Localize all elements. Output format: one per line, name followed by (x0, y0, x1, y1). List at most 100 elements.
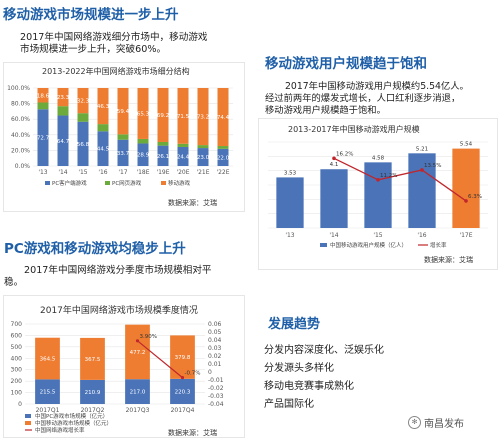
data-label: 44.5 (97, 147, 110, 153)
data-label: 23.0 (197, 155, 210, 161)
y2-tick-label: -0.02 (208, 385, 224, 392)
watermark-text: 南昌发布 (424, 419, 464, 430)
bar-segment (57, 115, 69, 166)
x-tick-label: 2017Q1 (36, 407, 60, 414)
data-label: 379.8 (175, 355, 191, 361)
section2-para-line3: 移动游戏用户规模趋于饱和。 (265, 105, 386, 116)
x-tick-label: '14 (58, 169, 67, 176)
y-tick-label: 600 (11, 332, 23, 339)
x-tick-label: '21E (196, 169, 209, 176)
y-tick-label: 300 (11, 367, 23, 374)
bar-segment (137, 88, 149, 139)
bar-segment (197, 145, 209, 149)
section2-para-line1: 2017年中国移动游戏用户规模约5.54亿人。 (285, 81, 469, 92)
bar-segment (37, 109, 49, 166)
data-label: 18.6 (37, 93, 50, 99)
data-label: 364.5 (40, 357, 56, 363)
bar-segment (77, 121, 89, 166)
bar-segment (37, 88, 49, 103)
growth-point (420, 168, 424, 172)
chart2-svg: 3.53 '13 4.1 '14 4.58 '15 5.21 '16 5.54 '17E 16.2%… (268, 142, 488, 249)
chart3-title: 2017年中国网络游戏市场规模季度情况 (40, 306, 198, 316)
bar-segment (117, 134, 129, 140)
data-label: 23.3 (57, 95, 70, 101)
y-tick-label: 80.0% (11, 101, 30, 108)
x-tick-label: '15 (373, 232, 382, 239)
growth-line (333, 157, 467, 202)
bar-segment (80, 337, 105, 380)
y2-tick-label: 0.02 (208, 353, 222, 360)
trend-item: 产品国际化 (264, 399, 314, 410)
legend-swatch (45, 181, 50, 185)
bar (320, 169, 348, 228)
y2-tick-label: 0.04 (208, 337, 222, 344)
data-label: 4.58 (372, 155, 385, 161)
bar-segment (137, 143, 149, 166)
growth-point (464, 199, 468, 203)
data-label: 6.3% (468, 194, 482, 200)
x-tick-label: '16 (98, 169, 107, 176)
bar-segment (217, 148, 229, 166)
bar-segment (117, 139, 129, 166)
growth-point (135, 339, 140, 343)
wechat-icon: ✻ (408, 416, 421, 429)
legend-label: PC网页游戏 (112, 179, 142, 187)
bar-segment (137, 138, 149, 144)
data-label: 28.9 (137, 153, 150, 159)
bar-segment (177, 146, 189, 166)
section1-para-line2: 市场规模进一步上升，突破60%。 (20, 44, 167, 55)
bar-segment (80, 379, 105, 404)
watermark: ✻ 南昌发布 (408, 415, 464, 430)
legend-swatch (320, 243, 327, 247)
y2-tick-label: 0.01 (208, 361, 222, 368)
bar-segment (117, 88, 129, 135)
section3-para-line2: 稳。 (4, 277, 24, 288)
data-label: 65.3 (137, 111, 150, 117)
section3-heading: PC游戏和移动游戏均稳步上升 (4, 241, 186, 257)
x-tick-label: '14 (329, 232, 338, 239)
legend-label: 增长率 (430, 241, 447, 249)
y2-tick-label: -0.01 (208, 377, 224, 384)
bar (452, 148, 480, 228)
y-tick-label: 200 (11, 378, 23, 385)
y-tick-label: 0 (18, 401, 22, 408)
legend-label: 中国PC游戏市场规模（亿元） (35, 412, 108, 420)
trend-item: 移动电竞赛事成熟化 (264, 381, 354, 392)
data-label: 215.5 (40, 390, 56, 396)
growth-point (376, 178, 380, 182)
bar-segment (157, 141, 169, 146)
data-label: 72.7 (37, 136, 50, 142)
legend-swatch (105, 181, 110, 185)
bar-segment (77, 113, 89, 122)
growth-point (180, 376, 185, 380)
legend-label: 中国移动游戏市场规模（亿元） (35, 419, 112, 427)
bar-segment (37, 102, 49, 110)
x-tick-label: '18E (136, 169, 149, 176)
y2-tick-label: 0.06 (208, 321, 222, 328)
data-label: 71.5 (177, 114, 190, 120)
data-label: 32.3 (77, 99, 90, 105)
legend-label: 移动游戏 (168, 179, 191, 187)
data-label: 26.1 (157, 154, 169, 160)
data-label: 46.3 (97, 104, 110, 110)
data-label: 367.5 (85, 357, 101, 363)
y-tick-label: 500 (11, 344, 23, 351)
bar-segment (97, 124, 109, 132)
bar-segment (57, 88, 69, 107)
x-tick-label: '19E (156, 169, 169, 176)
section3-paragraph: 2017年中国网络游戏分季度市场规模相对平 稳。 (4, 265, 244, 289)
trend-item: 分发源头多样化 (264, 363, 334, 374)
x-tick-label: '17 (118, 169, 127, 176)
x-tick-label: 2017Q2 (81, 407, 105, 414)
chart3-svg: 0100200300400500600700-0.04-0.03-0.02-0.… (11, 321, 224, 434)
bar-segment (125, 379, 150, 404)
legend-swatch (161, 181, 166, 185)
bar (276, 177, 304, 228)
data-label: 69.2 (157, 113, 169, 119)
growth-line (137, 340, 183, 379)
y2-tick-label: 0.03 (208, 345, 222, 352)
x-tick-label: '13 (285, 232, 294, 239)
bar-segment (35, 337, 60, 380)
legend-label: 中国移动游戏用户规模（亿人） (330, 241, 407, 249)
legend-label: PC客户端游戏 (52, 179, 87, 187)
